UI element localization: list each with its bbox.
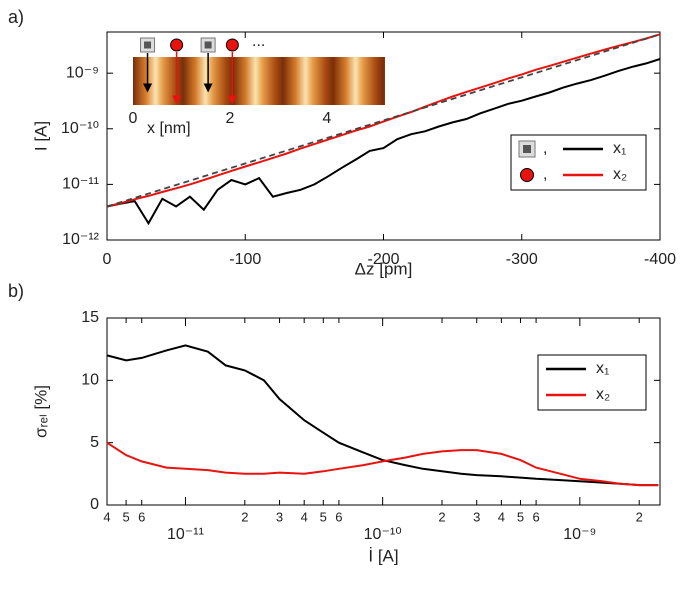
x-tick-label: 2 [241,509,248,524]
inset-tick-label: 2 [225,110,234,127]
legend-label: x₁ [596,360,609,377]
y-tick-label: 15 [81,309,99,326]
x-axis-label: Δz [pm] [355,259,413,278]
legend-label: x₂ [596,386,610,403]
x-tick-label: -300 [506,251,538,268]
x-tick-label: 4 [103,509,110,524]
inset-image [133,57,385,105]
y-tick-label: 10⁻¹⁰ [61,120,99,137]
inset-x-label: x [nm] [147,120,191,137]
y-tick-label: 0 [90,496,99,513]
legend-marker [521,169,534,182]
inset-ellipsis: ... [252,33,265,50]
legend-label: x₁ [613,140,626,157]
x-axis-label: İ [A] [368,546,398,565]
inset-marker [205,42,212,49]
legend-box [538,355,646,410]
legend-separator: , [543,140,547,157]
x-tick-label: 10⁻⁹ [563,526,596,543]
figure: a)10⁻¹²10⁻¹¹10⁻¹⁰10⁻⁹0-100-200-300-400Δz… [0,0,684,601]
y-tick-label: 5 [90,434,99,451]
x-tick-label: -100 [229,251,261,268]
x-tick-label: 10⁻¹¹ [167,526,204,543]
y-axis-label: σᵣₑₗ [%] [31,385,50,438]
y-tick-label: 10⁻¹² [62,231,100,248]
x-tick-label: 3 [276,509,283,524]
inset-tick-label: 4 [322,110,331,127]
x-tick-label: 4 [498,509,505,524]
y-tick-label: 10⁻⁹ [66,64,99,81]
y-axis-label: I [A] [31,121,50,151]
y-tick-label: 10⁻¹¹ [62,176,99,193]
x-tick-label: 4 [301,509,308,524]
x-tick-label: 5 [320,509,327,524]
inset-marker [171,39,183,51]
inset-tick-label: 0 [129,110,138,127]
legend-marker [523,145,531,153]
x-tick-label: 6 [532,509,539,524]
panel-label: b) [8,281,24,301]
y-tick-label: 10 [81,372,99,389]
x-tick-label: 6 [335,509,342,524]
x-tick-label: 2 [636,509,643,524]
x-tick-label: 10⁻¹⁰ [364,526,402,543]
x-tick-label: 5 [122,509,129,524]
legend-separator: , [543,166,547,183]
panel-label: a) [8,7,24,27]
x-tick-label: 3 [473,509,480,524]
legend-label: x₂ [613,166,627,183]
x-tick-label: 2 [438,509,445,524]
x-tick-label: 6 [138,509,145,524]
x-tick-label: 5 [517,509,524,524]
inset-marker [226,39,238,51]
x-tick-label: -400 [644,251,676,268]
x-tick-label: 0 [103,251,112,268]
data-line [107,443,658,485]
inset-marker [144,42,151,49]
